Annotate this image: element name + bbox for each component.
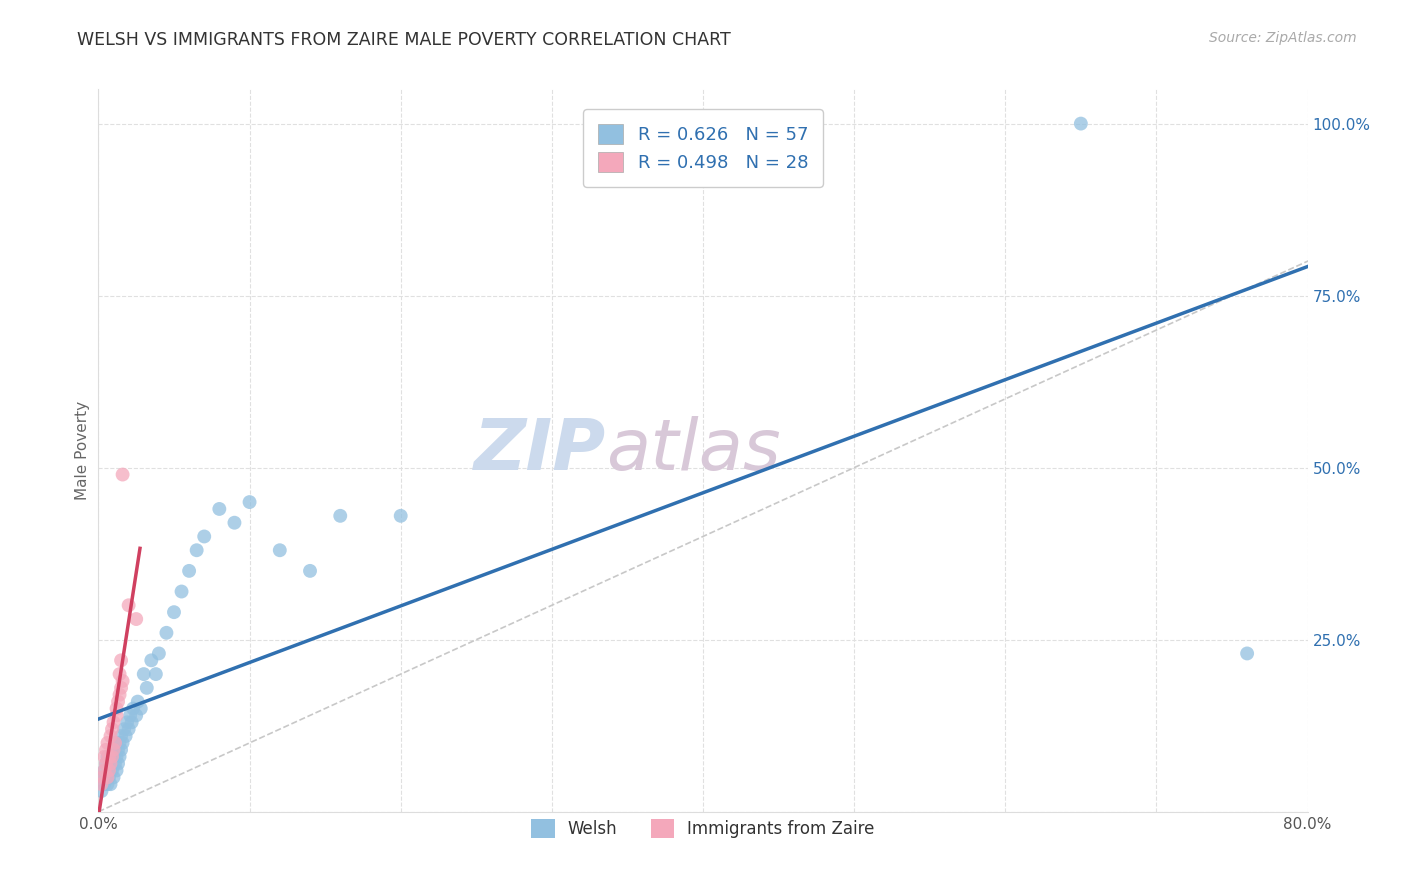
Point	[299, 564, 322, 578]
Point	[100, 777, 122, 791]
Point	[112, 722, 135, 736]
Point	[170, 584, 193, 599]
Point	[111, 736, 134, 750]
Point	[125, 708, 148, 723]
Point	[107, 695, 129, 709]
Point	[110, 653, 132, 667]
Point	[141, 653, 163, 667]
Point	[101, 722, 124, 736]
Point	[1236, 647, 1258, 661]
Point	[186, 543, 208, 558]
Point	[118, 722, 141, 736]
Point	[329, 508, 352, 523]
Point	[90, 777, 112, 791]
Point	[100, 729, 122, 743]
Point	[118, 599, 141, 613]
Point	[107, 756, 129, 771]
Point	[111, 467, 134, 482]
Point	[98, 764, 121, 778]
Point	[108, 688, 131, 702]
Point	[125, 612, 148, 626]
Point	[239, 495, 262, 509]
Point	[115, 715, 138, 730]
Point	[193, 529, 215, 543]
Point	[94, 770, 117, 784]
Point	[93, 777, 115, 791]
Text: atlas: atlas	[606, 416, 780, 485]
Point	[91, 770, 114, 784]
Point	[269, 543, 291, 558]
Point	[111, 673, 134, 688]
Point	[104, 756, 127, 771]
Point	[163, 605, 186, 619]
Point	[94, 743, 117, 757]
Point	[122, 701, 145, 715]
Point	[98, 770, 121, 784]
Text: ZIP: ZIP	[474, 416, 606, 485]
Point	[104, 736, 127, 750]
Point	[96, 777, 118, 791]
Point	[224, 516, 246, 530]
Point	[110, 681, 132, 695]
Point	[93, 764, 115, 778]
Point	[105, 708, 128, 723]
Point	[96, 749, 118, 764]
Point	[132, 667, 155, 681]
Point	[105, 764, 128, 778]
Point	[135, 681, 157, 695]
Point	[101, 764, 124, 778]
Point	[389, 508, 412, 523]
Point	[96, 736, 118, 750]
Point	[110, 743, 132, 757]
Point	[1070, 117, 1092, 131]
Point	[101, 749, 124, 764]
Point	[105, 701, 128, 715]
Point	[148, 647, 170, 661]
Point	[100, 756, 122, 771]
Legend: Welsh, Immigrants from Zaire: Welsh, Immigrants from Zaire	[523, 811, 883, 847]
Point	[100, 756, 122, 771]
Point	[103, 770, 125, 784]
Point	[93, 749, 115, 764]
Point	[104, 736, 127, 750]
Point	[96, 770, 118, 784]
Text: WELSH VS IMMIGRANTS FROM ZAIRE MALE POVERTY CORRELATION CHART: WELSH VS IMMIGRANTS FROM ZAIRE MALE POVE…	[77, 31, 731, 49]
Point	[91, 770, 114, 784]
Point	[129, 701, 152, 715]
Point	[103, 715, 125, 730]
Point	[179, 564, 201, 578]
Point	[93, 764, 115, 778]
Point	[98, 749, 121, 764]
Point	[145, 667, 167, 681]
Point	[120, 708, 142, 723]
Point	[121, 715, 143, 730]
Point	[90, 784, 112, 798]
Point	[108, 667, 131, 681]
Point	[103, 743, 125, 757]
Point	[108, 736, 131, 750]
Point	[114, 729, 136, 743]
Point	[110, 729, 132, 743]
Point	[94, 756, 117, 771]
Y-axis label: Male Poverty: Male Poverty	[75, 401, 90, 500]
Point	[101, 749, 124, 764]
Point	[107, 743, 129, 757]
Point	[94, 756, 117, 771]
Point	[98, 764, 121, 778]
Point	[208, 502, 231, 516]
Point	[155, 625, 177, 640]
Point	[108, 749, 131, 764]
Point	[103, 743, 125, 757]
Point	[127, 695, 149, 709]
Text: Source: ZipAtlas.com: Source: ZipAtlas.com	[1209, 31, 1357, 45]
Point	[105, 749, 128, 764]
